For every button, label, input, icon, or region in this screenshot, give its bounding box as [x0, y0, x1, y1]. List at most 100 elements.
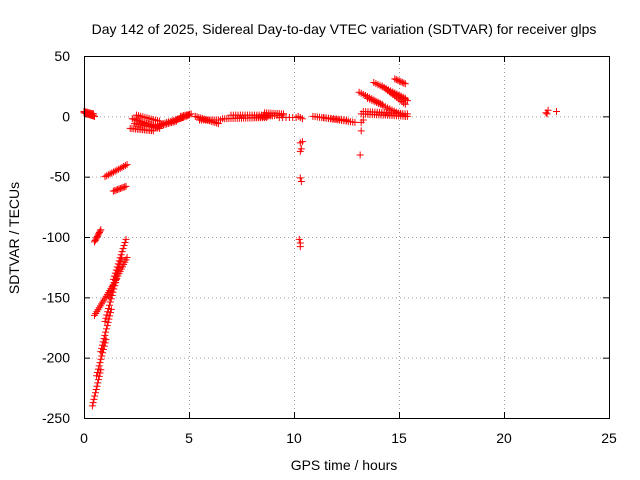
data-point — [95, 362, 103, 370]
data-point — [187, 110, 195, 118]
data-point — [403, 97, 411, 105]
data-point — [94, 379, 102, 387]
data-point — [89, 110, 97, 118]
data-point — [102, 325, 110, 333]
data-point — [351, 118, 359, 126]
y-tick-label: -250 — [42, 410, 70, 426]
grid-lines — [84, 56, 609, 418]
y-tick-label: -200 — [42, 350, 70, 366]
y-tick-labels: 50 0 -50 -100 -150 -200 -250 — [42, 48, 70, 426]
data-point — [544, 106, 552, 114]
data-point — [122, 182, 130, 190]
data-point — [298, 115, 306, 123]
data-point — [102, 314, 110, 322]
data-point — [157, 120, 165, 128]
y-tick-label: -150 — [42, 289, 70, 305]
data-point — [90, 395, 98, 403]
data-point — [382, 85, 390, 93]
data-point — [91, 392, 99, 400]
data-point — [543, 110, 551, 118]
data-point — [105, 301, 113, 309]
data-point — [359, 116, 367, 124]
data-point — [106, 298, 114, 306]
data-point — [97, 348, 105, 356]
data-point — [112, 266, 120, 274]
data-point — [163, 119, 171, 127]
data-point — [134, 116, 142, 124]
data-point — [101, 317, 109, 325]
x-axis-label: GPS time / hours — [291, 457, 398, 473]
data-point — [128, 115, 136, 123]
data-point — [93, 368, 101, 376]
data-point — [343, 116, 350, 124]
data-point — [378, 82, 386, 90]
data-point — [296, 147, 304, 155]
data-point — [103, 311, 111, 319]
y-tick-label: 0 — [62, 108, 70, 124]
data-point — [280, 110, 287, 118]
data-point — [191, 112, 199, 120]
data-point — [88, 402, 96, 410]
data-point — [103, 322, 111, 330]
data-point — [297, 177, 305, 185]
data-points — [80, 75, 560, 410]
data-point — [298, 138, 306, 146]
x-tick-label: 5 — [185, 430, 193, 446]
data-point — [101, 331, 109, 339]
data-point — [99, 338, 107, 346]
x-tick-label: 25 — [601, 430, 617, 446]
data-point — [164, 118, 172, 126]
data-point — [391, 75, 399, 83]
data-point — [401, 80, 409, 88]
data-point — [380, 84, 388, 92]
data-point — [117, 251, 125, 259]
data-point — [159, 120, 167, 128]
data-point — [99, 349, 107, 357]
data-point — [98, 341, 106, 349]
y-tick-label: -100 — [42, 229, 70, 245]
data-point — [295, 235, 303, 243]
data-point — [123, 161, 131, 169]
data-point — [296, 174, 304, 182]
data-point — [95, 376, 103, 384]
data-point — [121, 238, 129, 246]
data-point — [166, 117, 174, 125]
data-point — [105, 293, 113, 301]
data-point — [397, 78, 405, 86]
data-point — [92, 385, 100, 393]
chart-title: Day 142 of 2025, Sidereal Day-to-day VTE… — [92, 21, 597, 37]
data-point — [553, 108, 560, 116]
data-point — [119, 245, 127, 253]
data-point — [105, 304, 113, 312]
data-point — [106, 312, 114, 320]
x-tick-label: 10 — [286, 430, 302, 446]
data-point — [156, 121, 164, 129]
data-point — [115, 257, 123, 265]
data-point — [102, 328, 110, 336]
data-point — [400, 79, 408, 87]
data-point — [98, 344, 106, 352]
data-point — [356, 151, 364, 159]
data-point — [104, 318, 112, 326]
data-point — [96, 359, 104, 367]
x-tick-label: 20 — [496, 430, 512, 446]
data-point — [123, 254, 131, 262]
data-point — [116, 254, 124, 262]
data-point — [122, 235, 130, 243]
data-point — [121, 162, 129, 170]
plot-frame — [84, 56, 610, 419]
data-point — [395, 77, 403, 85]
x-tick-labels: 0 5 10 15 20 25 — [80, 430, 617, 446]
data-point — [93, 382, 101, 390]
data-point — [135, 117, 143, 125]
data-point — [98, 352, 106, 360]
data-point — [94, 365, 102, 373]
data-point — [97, 226, 105, 234]
data-point — [104, 308, 112, 316]
data-point — [120, 242, 128, 250]
data-point — [96, 227, 104, 235]
data-point — [114, 260, 122, 268]
data-point — [392, 76, 400, 84]
y-tick-label: 50 — [54, 48, 70, 64]
data-point — [105, 315, 113, 323]
